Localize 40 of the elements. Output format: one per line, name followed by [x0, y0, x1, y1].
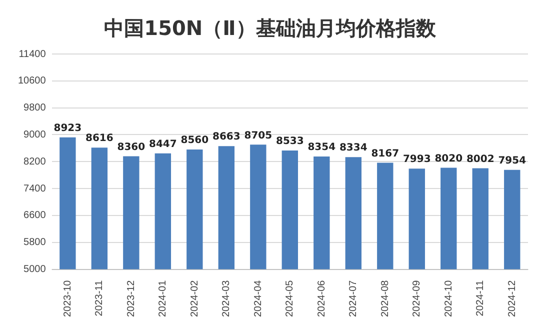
- x-tick-label: 2024-10: [443, 280, 454, 318]
- data-label: 8923: [54, 122, 82, 134]
- x-tick-label: 2024-06: [316, 280, 328, 318]
- data-label: 8616: [86, 133, 114, 144]
- data-label: 8560: [180, 135, 209, 146]
- y-tick-label: 8200: [24, 156, 46, 168]
- data-label: 8354: [308, 142, 336, 154]
- data-label: 8360: [117, 142, 146, 153]
- x-tick-label: 2023-11: [94, 280, 106, 316]
- chart-title: 中国150N（Ⅱ）基础油月均价格指数: [104, 16, 437, 40]
- data-label: 8020: [434, 153, 463, 164]
- x-tick-label: 2024-01: [158, 280, 169, 318]
- x-tick-label: 2024-04: [252, 280, 264, 318]
- y-tick-label: 7400: [24, 183, 46, 194]
- x-tick-label: 2023-10: [62, 280, 74, 318]
- data-label: 8663: [212, 132, 240, 143]
- y-tick-label: 5800: [24, 237, 46, 248]
- x-tick-label: 2024-12: [506, 280, 518, 318]
- x-tick-label: 2024-03: [221, 280, 232, 318]
- x-tick-label: 2024-11: [475, 280, 486, 316]
- x-tick-label: 2024-02: [189, 280, 200, 318]
- x-tick-label: 2023-12: [126, 280, 137, 318]
- x-tick-label: 2024-09: [412, 280, 423, 318]
- data-label: 8705: [244, 130, 272, 142]
- x-tick-label: 2024-05: [284, 280, 296, 318]
- y-tick-label: 11400: [18, 48, 46, 60]
- y-tick-label: 9800: [24, 102, 46, 114]
- y-tick-label: 10600: [18, 76, 46, 87]
- y-tick-label: 6600: [24, 210, 46, 222]
- y-tick-label: 9000: [24, 129, 46, 140]
- data-label: 8447: [148, 138, 177, 150]
- data-label: 8002: [466, 154, 494, 165]
- data-label: 8533: [276, 136, 304, 148]
- data-label: 8334: [339, 142, 368, 154]
- x-tick-label: 2024-07: [348, 280, 360, 318]
- x-tick-label: 2024-08: [380, 280, 391, 318]
- data-label: 7954: [498, 156, 526, 167]
- data-label: 7993: [402, 154, 431, 166]
- data-label: 8167: [371, 148, 400, 160]
- y-tick-label: 5000: [24, 264, 46, 276]
